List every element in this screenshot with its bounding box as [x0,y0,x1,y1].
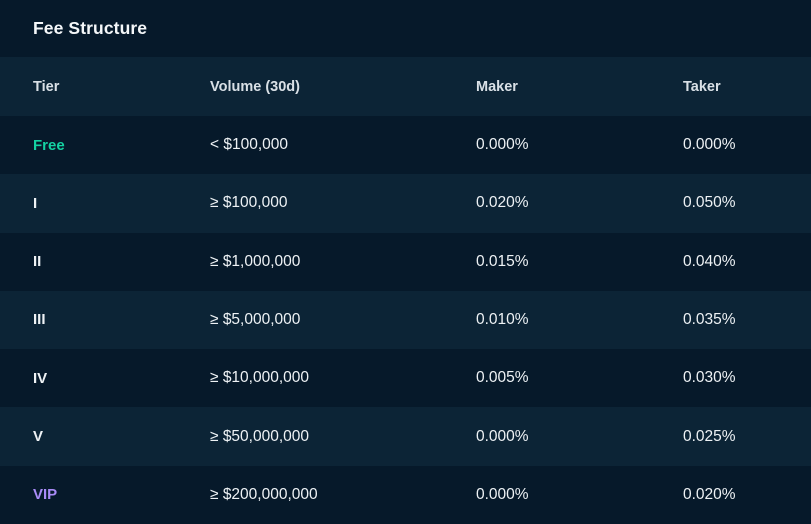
tier-cell: Free [33,136,65,154]
maker-cell: 0.020% [476,194,529,212]
maker-cell: 0.000% [476,427,529,445]
maker-cell: 0.010% [476,310,529,328]
table-row: Free < $100,000 0.000% 0.000% [0,116,811,175]
volume-cell: ≥ $5,000,000 [210,310,301,328]
page-title: Fee Structure [33,18,148,38]
table-row: VIP ≥ $200,000,000 0.000% 0.020% [0,465,811,524]
volume-cell: ≥ $50,000,000 [210,427,310,445]
volume-cell: ≥ $10,000,000 [210,369,310,387]
taker-cell: 0.030% [683,369,736,387]
table-row: V ≥ $50,000,000 0.000% 0.025% [0,407,811,466]
taker-cell: 0.050% [683,194,736,212]
tier-cell: III [33,311,46,329]
maker-cell: 0.005% [476,369,529,387]
table-row: III ≥ $5,000,000 0.010% 0.035% [0,290,811,350]
maker-cell: 0.015% [476,252,529,270]
table-row: IV ≥ $10,000,000 0.005% 0.030% [0,349,811,408]
taker-cell: 0.000% [683,136,736,154]
title-bar: Fee Structure [0,0,811,57]
table-header-row: Tier Volume (30d) Maker Taker [0,57,811,116]
taker-cell: 0.025% [683,427,736,445]
column-header-maker: Maker [476,78,518,95]
table-row: II ≥ $1,000,000 0.015% 0.040% [0,232,811,291]
table-body: Free < $100,000 0.000% 0.000% I ≥ $100,0… [0,116,811,524]
table-row: I ≥ $100,000 0.020% 0.050% [0,174,811,233]
tier-cell: IV [33,369,48,387]
maker-cell: 0.000% [476,136,529,154]
taker-cell: 0.040% [683,252,736,270]
tier-cell: II [33,253,42,271]
column-header-taker: Taker [683,78,721,95]
volume-cell: ≥ $100,000 [210,194,288,212]
tier-cell: VIP [33,486,58,504]
maker-cell: 0.000% [476,485,529,503]
column-header-tier: Tier [33,78,60,95]
column-header-volume: Volume (30d) [210,78,300,95]
volume-cell: < $100,000 [210,136,289,154]
volume-cell: ≥ $1,000,000 [210,252,301,270]
tier-cell: V [33,428,44,446]
tier-cell: I [33,194,38,212]
volume-cell: ≥ $200,000,000 [210,485,318,503]
taker-cell: 0.020% [683,485,736,503]
taker-cell: 0.035% [683,310,736,328]
